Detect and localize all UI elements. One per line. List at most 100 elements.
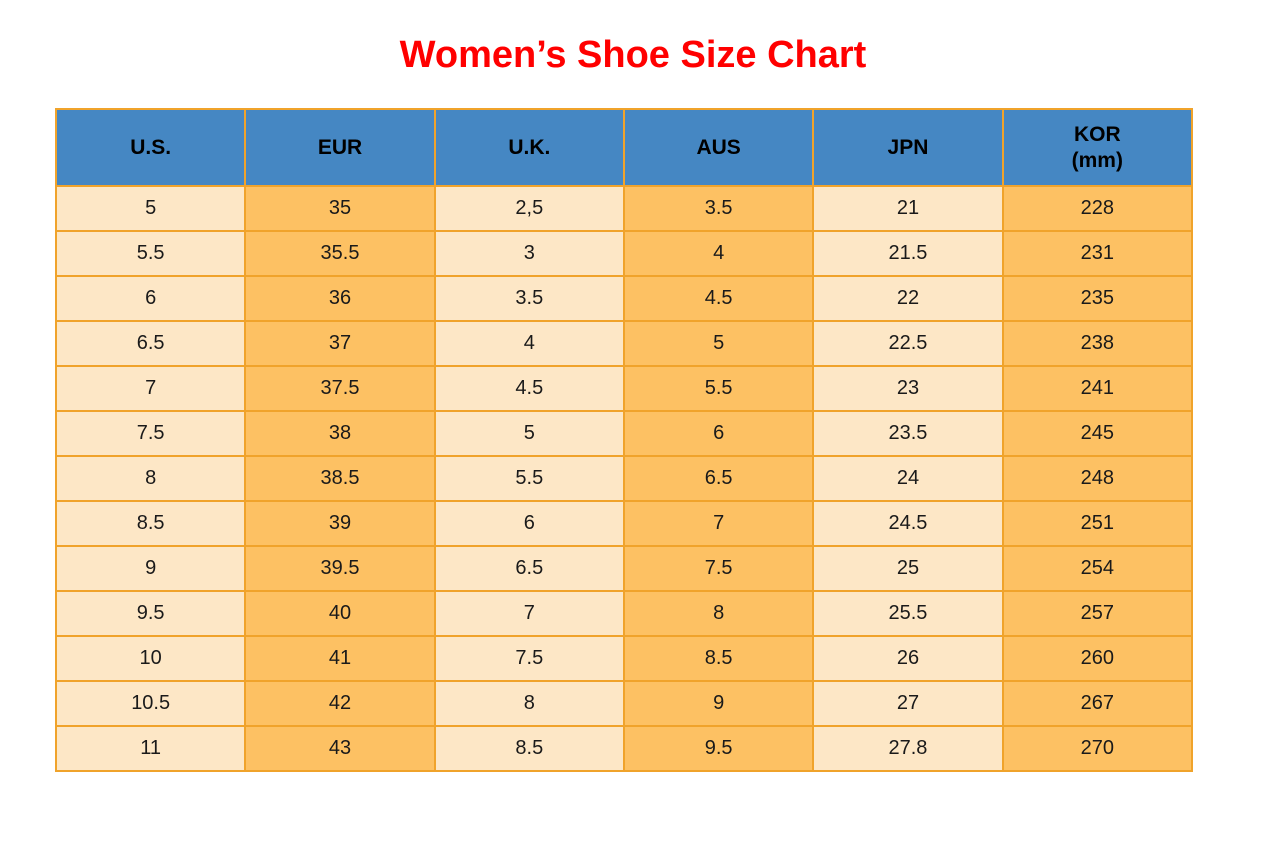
- table-cell: 7: [622, 500, 815, 547]
- table-cell: 23: [812, 365, 1004, 412]
- shoe-size-table: U.S. EUR U.K. AUS JPN KOR (mm) 5 35 2,5 3.5 21 228 5…: [54, 108, 1194, 772]
- table-cell: 38.5: [244, 455, 436, 502]
- table-cell: 8: [433, 680, 625, 727]
- table-cell: 4: [433, 320, 625, 367]
- table-cell: 8.5: [433, 725, 625, 772]
- table-cell: 270: [1001, 725, 1194, 772]
- table-cell: 10.5: [54, 680, 247, 727]
- table-cell: 6.5: [54, 320, 247, 367]
- table-cell: 24.5: [812, 500, 1004, 547]
- table-cell: 37: [244, 320, 436, 367]
- table-row: 6.5 37 4 5 22.5 238: [54, 320, 1194, 367]
- table-row: 11 43 8.5 9.5 27.8 270: [54, 725, 1194, 772]
- table-cell: 4.5: [433, 365, 625, 412]
- table-header: U.S. EUR U.K. AUS JPN KOR (mm): [54, 108, 1194, 187]
- table-cell: 35.5: [244, 230, 436, 277]
- table-cell: 9: [622, 680, 815, 727]
- column-header-label: U.K.: [508, 135, 551, 159]
- table-cell: 26: [812, 635, 1004, 682]
- table-cell: 228: [1001, 185, 1194, 232]
- table-cell: 241: [1001, 365, 1194, 412]
- table-cell: 245: [1001, 410, 1194, 457]
- table-cell: 2,5: [433, 185, 625, 232]
- table-row: 9 39.5 6.5 7.5 25 254: [54, 545, 1194, 592]
- column-header-eur: EUR: [244, 108, 436, 187]
- table-cell: 257: [1001, 590, 1194, 637]
- table-cell: 5.5: [54, 230, 247, 277]
- table-row: 10 41 7.5 8.5 26 260: [54, 635, 1194, 682]
- table-row: 7.5 38 5 6 23.5 245: [54, 410, 1194, 457]
- table-cell: 8.5: [54, 500, 247, 547]
- table-cell: 10: [54, 635, 247, 682]
- table-row: 8 38.5 5.5 6.5 24 248: [54, 455, 1194, 502]
- column-header-label: U.S.: [130, 135, 172, 159]
- table-cell: 6.5: [622, 455, 815, 502]
- table-cell: 260: [1001, 635, 1194, 682]
- table-cell: 4.5: [622, 275, 815, 322]
- table-cell: 27: [812, 680, 1004, 727]
- table-body: 5 35 2,5 3.5 21 228 5.5 35.5 3 4 21.5 231 6 36 3.5 4.5 2…: [54, 185, 1194, 772]
- table-row: 5 35 2,5 3.5 21 228: [54, 185, 1194, 232]
- column-header-kor: KOR (mm): [1001, 108, 1194, 187]
- table-cell: 8: [622, 590, 815, 637]
- table-cell: 7.5: [622, 545, 815, 592]
- table-cell: 25: [812, 545, 1004, 592]
- table-cell: 9: [54, 545, 247, 592]
- column-header-label: KOR: [1073, 122, 1121, 146]
- table-cell: 6: [433, 500, 625, 547]
- table-cell: 5: [622, 320, 815, 367]
- table-cell: 5.5: [622, 365, 815, 412]
- table-cell: 27.8: [812, 725, 1004, 772]
- page-title: Women’s Shoe Size Chart: [399, 34, 867, 76]
- column-header-aus: AUS: [622, 108, 815, 187]
- table-cell: 3.5: [433, 275, 625, 322]
- table-cell: 254: [1001, 545, 1194, 592]
- table-cell: 8.5: [622, 635, 815, 682]
- table-cell: 3.5: [622, 185, 815, 232]
- table-row: 10.5 42 8 9 27 267: [54, 680, 1194, 727]
- table-cell: 37.5: [244, 365, 436, 412]
- table-cell: 43: [244, 725, 436, 772]
- table-cell: 39.5: [244, 545, 436, 592]
- table-cell: 38: [244, 410, 436, 457]
- table-cell: 5: [433, 410, 625, 457]
- column-header-uk: U.K.: [433, 108, 625, 187]
- table-row: 9.5 40 7 8 25.5 257: [54, 590, 1194, 637]
- table-cell: 238: [1001, 320, 1194, 367]
- table-cell: 22.5: [812, 320, 1004, 367]
- table-row: 6 36 3.5 4.5 22 235: [54, 275, 1194, 322]
- table-cell: 21: [812, 185, 1004, 232]
- table-cell: 6: [622, 410, 815, 457]
- column-header-sublabel: (mm): [1071, 148, 1123, 172]
- table-cell: 24: [812, 455, 1004, 502]
- table-row: 7 37.5 4.5 5.5 23 241: [54, 365, 1194, 412]
- table-cell: 42: [244, 680, 436, 727]
- table-cell: 8: [54, 455, 247, 502]
- table-cell: 267: [1001, 680, 1194, 727]
- table-row: 5.5 35.5 3 4 21.5 231: [54, 230, 1194, 277]
- table-cell: 7: [433, 590, 625, 637]
- table-cell: 9.5: [622, 725, 815, 772]
- table-cell: 35: [244, 185, 436, 232]
- table-cell: 6.5: [433, 545, 625, 592]
- table-cell: 39: [244, 500, 436, 547]
- table-cell: 9.5: [54, 590, 247, 637]
- table-cell: 6: [54, 275, 247, 322]
- table-cell: 5.5: [433, 455, 625, 502]
- column-header-us: U.S.: [54, 108, 247, 187]
- table-cell: 7.5: [54, 410, 247, 457]
- table-cell: 4: [622, 230, 815, 277]
- table-cell: 3: [433, 230, 625, 277]
- column-header-label: JPN: [887, 135, 929, 159]
- table-cell: 23.5: [812, 410, 1004, 457]
- column-header-label: EUR: [317, 135, 363, 159]
- table-cell: 40: [244, 590, 436, 637]
- table-cell: 25.5: [812, 590, 1004, 637]
- table-cell: 22: [812, 275, 1004, 322]
- table-cell: 5: [54, 185, 247, 232]
- column-header-label: AUS: [696, 135, 741, 159]
- table-cell: 235: [1001, 275, 1194, 322]
- table-cell: 41: [244, 635, 436, 682]
- table-cell: 251: [1001, 500, 1194, 547]
